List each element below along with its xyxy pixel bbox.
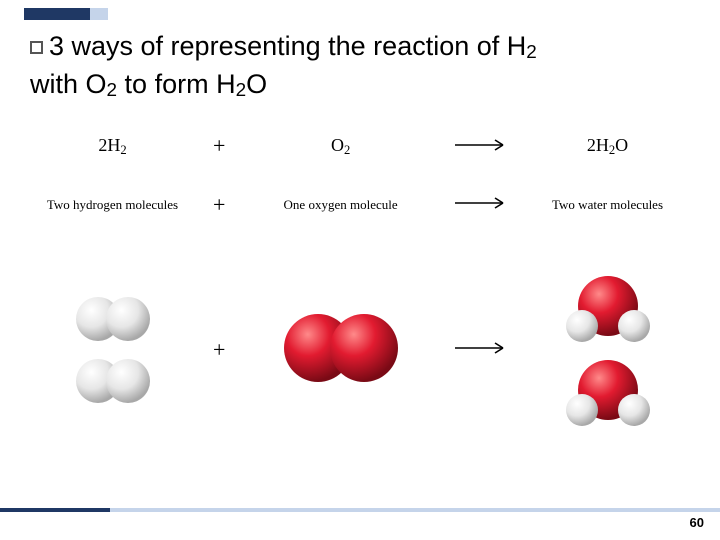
models-row: + [30, 265, 690, 435]
words-left: Two hydrogen molecules [30, 197, 195, 213]
bullet-icon [30, 41, 43, 54]
arrow-icon [453, 341, 509, 355]
formula-left: 2H2 [30, 135, 195, 158]
formula-left-sub: 2 [120, 143, 126, 157]
formula-right: 2H2O [525, 135, 690, 158]
formula-right-coef: 2H [587, 135, 609, 155]
models-hydrogen [30, 294, 195, 406]
h2o-molecule-icon [558, 272, 658, 344]
words-row: Two hydrogen molecules + One oxygen mole… [30, 175, 690, 235]
o2-molecule-icon [276, 308, 406, 388]
formula-mid-sym: O [331, 135, 344, 155]
h2-molecule-icon [70, 294, 156, 344]
models-oxygen [244, 308, 438, 393]
formula-row: 2H2 + O2 2H2O [30, 121, 690, 171]
models-plus: + [195, 337, 244, 363]
formula-mid-sub: 2 [344, 143, 350, 157]
title-sub-2: 2 [107, 80, 118, 101]
title-text-4: O [246, 69, 267, 99]
models-arrow [438, 341, 525, 360]
page-number: 60 [690, 515, 704, 530]
arrow-icon [453, 196, 509, 210]
formula-mid: O2 [244, 135, 438, 158]
formula-plus: + [195, 133, 244, 159]
formula-right-post: O [615, 135, 628, 155]
words-plus: + [195, 192, 244, 218]
formula-arrow [438, 136, 525, 157]
accent-bar [24, 8, 108, 20]
words-right: Two water molecules [525, 197, 690, 213]
words-mid: One oxygen molecule [244, 197, 438, 213]
title-text-2: with O [30, 69, 107, 99]
footer-accent [0, 508, 720, 512]
reaction-rows: 2H2 + O2 2H2O Two hydrogen molecules + O… [30, 121, 690, 435]
arrow-icon [453, 138, 509, 152]
h2o-molecule-icon [558, 356, 658, 428]
title-sub-1: 2 [526, 42, 537, 63]
title-sub-3: 2 [236, 80, 247, 101]
slide: 3 ways of representing the reaction of H… [0, 0, 720, 540]
slide-title: 3 ways of representing the reaction of H… [30, 28, 690, 103]
formula-left-coef: 2H [98, 135, 120, 155]
title-text-3: to form H [117, 69, 236, 99]
h2-molecule-icon [70, 356, 156, 406]
models-water [525, 272, 690, 428]
words-arrow [438, 196, 525, 214]
title-text-1: 3 ways of representing the reaction of H [49, 31, 526, 61]
